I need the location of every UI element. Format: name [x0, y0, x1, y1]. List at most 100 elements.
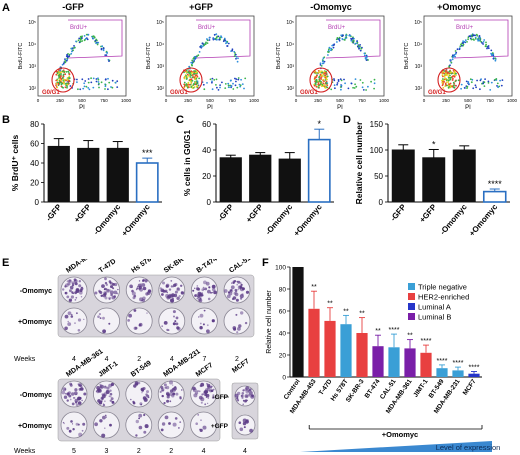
colony [99, 385, 103, 389]
colony [236, 283, 238, 286]
colony [206, 329, 210, 334]
colony [168, 422, 171, 425]
colony [244, 321, 248, 325]
legend-swatch [408, 293, 415, 300]
flow-event-dot [211, 81, 213, 84]
flow-event-dot [197, 54, 200, 57]
flow-event-dot [75, 40, 77, 43]
flow-event-dot [183, 75, 186, 78]
flow-event-dot [444, 77, 446, 79]
flow-event-dot [63, 78, 65, 81]
flow-event-dot [243, 87, 245, 90]
flow-event-dot [335, 38, 338, 41]
colony [241, 293, 244, 296]
colony [234, 288, 238, 292]
bar [292, 267, 304, 377]
colony [199, 428, 201, 431]
flow-event-dot [188, 74, 190, 77]
x-tick-label: -GFP [389, 202, 409, 223]
colony [199, 322, 202, 325]
flow-event-dot [466, 41, 468, 43]
y-tick-label: 60 [30, 140, 39, 149]
colony [237, 327, 241, 331]
flow-event-dot [237, 77, 240, 79]
flow-event-dot [191, 79, 194, 82]
flow-event-dot [235, 80, 237, 83]
flow-event-dot [90, 77, 92, 80]
well [93, 307, 120, 335]
colony [159, 287, 162, 290]
flow-event-dot [352, 86, 354, 89]
brdu-gate-label: BrdU+ [198, 25, 216, 31]
colony [64, 326, 68, 331]
colony [68, 391, 71, 395]
colony [79, 291, 83, 295]
flow-event-dot [193, 71, 195, 73]
flow-event-dot [321, 71, 323, 74]
colony [138, 287, 141, 290]
cell-line-label: JIMT-1 [98, 360, 120, 378]
flow-event-dot [359, 49, 362, 52]
flow-event-dot [211, 80, 213, 83]
flow-event-dot [362, 89, 365, 91]
x-tick-label: 750 [486, 98, 494, 103]
colony [102, 403, 105, 405]
colony [239, 427, 244, 432]
colony [109, 290, 114, 295]
flow-event-dot [219, 86, 221, 89]
colony [223, 289, 228, 293]
colony [80, 387, 84, 391]
legend-label: Luminal A [418, 303, 451, 312]
flow-event-dot [470, 38, 473, 41]
flow-event-dot [363, 54, 366, 57]
flow-event-dot [354, 42, 357, 45]
colony [113, 295, 116, 298]
flow-event-dot [485, 43, 487, 46]
colony [195, 422, 198, 425]
flow-event-dot [116, 80, 119, 83]
colony [69, 398, 72, 401]
colony [138, 425, 143, 430]
flow-event-dot [340, 34, 343, 37]
flow-event-dot [228, 86, 230, 89]
cell-line-label: BT-549 [130, 360, 153, 379]
colony [166, 399, 170, 403]
colony [74, 291, 77, 295]
well [60, 276, 88, 304]
y-tick-label: 0 [379, 198, 384, 207]
flow-event-dot [225, 40, 227, 43]
flow-event-dot [476, 79, 478, 82]
flow-event-dot [108, 60, 110, 62]
colony [110, 285, 113, 289]
colony [145, 393, 148, 396]
colony [100, 294, 103, 297]
flow-event-dot [59, 69, 62, 72]
colony [143, 430, 147, 434]
flow-event-dot [441, 82, 444, 84]
flow-event-dot [111, 86, 114, 89]
x-tick-label: +GFP [418, 202, 439, 224]
significance-label: **** [469, 365, 480, 372]
colony [108, 383, 112, 388]
colony [198, 390, 201, 393]
flow-event-dot [215, 84, 217, 86]
g0g1-gate [51, 67, 75, 93]
x-tick-label: 0 [295, 98, 298, 103]
flow-event-dot [318, 79, 321, 82]
flow-event-dot [501, 79, 504, 81]
flow-event-dot [492, 57, 495, 60]
y-tick-label: 20 [202, 172, 211, 181]
y-tick-label: 0 [282, 375, 286, 382]
colony [112, 287, 115, 290]
flow-event-dot [336, 82, 339, 84]
colony [77, 423, 80, 426]
g0g1-gate-label: G0/G1 [170, 90, 188, 96]
flow-event-dot [104, 83, 107, 86]
colony [170, 298, 174, 303]
well [60, 411, 88, 439]
colony [207, 297, 211, 301]
colony [142, 286, 147, 291]
colony [66, 399, 69, 402]
flow-event-dot [354, 78, 357, 80]
flow-event-dot [336, 41, 338, 43]
